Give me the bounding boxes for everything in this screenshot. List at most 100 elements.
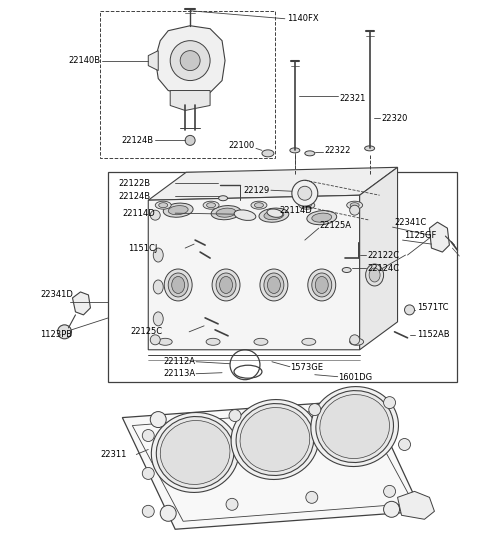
Ellipse shape <box>311 387 398 467</box>
Circle shape <box>142 505 154 517</box>
Ellipse shape <box>218 196 228 201</box>
Text: 22322: 22322 <box>325 146 351 155</box>
Ellipse shape <box>299 201 315 209</box>
Ellipse shape <box>251 201 267 209</box>
Ellipse shape <box>316 391 394 462</box>
Circle shape <box>384 502 399 517</box>
Text: 1151CJ: 1151CJ <box>128 244 158 252</box>
Text: 22341D: 22341D <box>41 290 73 299</box>
Ellipse shape <box>290 148 300 153</box>
Polygon shape <box>148 195 360 350</box>
Text: 22125A: 22125A <box>320 221 352 230</box>
Ellipse shape <box>206 338 220 345</box>
Polygon shape <box>155 26 225 96</box>
Circle shape <box>350 335 360 345</box>
Circle shape <box>150 210 160 220</box>
Ellipse shape <box>216 208 236 217</box>
Text: 22114D: 22114D <box>122 209 155 218</box>
Ellipse shape <box>158 338 172 345</box>
Ellipse shape <box>305 151 315 156</box>
Circle shape <box>160 505 176 521</box>
Text: 22129: 22129 <box>244 186 270 195</box>
Ellipse shape <box>159 203 168 208</box>
Polygon shape <box>170 90 210 110</box>
Circle shape <box>150 335 160 345</box>
Text: 22114D: 22114D <box>280 206 312 215</box>
Circle shape <box>150 412 166 428</box>
Ellipse shape <box>212 269 240 301</box>
Text: 22140B: 22140B <box>68 56 100 65</box>
Ellipse shape <box>302 338 316 345</box>
Ellipse shape <box>172 276 185 293</box>
Text: 22122B: 22122B <box>119 179 150 188</box>
Text: 1123PB: 1123PB <box>41 330 72 339</box>
Text: 1571TC: 1571TC <box>418 304 449 312</box>
Ellipse shape <box>302 203 312 208</box>
Circle shape <box>309 404 321 416</box>
Ellipse shape <box>254 203 264 208</box>
Ellipse shape <box>365 146 374 151</box>
Ellipse shape <box>307 211 336 225</box>
Circle shape <box>142 430 154 442</box>
Circle shape <box>170 41 210 81</box>
Polygon shape <box>148 168 397 200</box>
Text: 22311: 22311 <box>100 450 127 459</box>
Ellipse shape <box>156 417 234 489</box>
Ellipse shape <box>350 203 359 208</box>
Polygon shape <box>397 491 434 520</box>
Ellipse shape <box>342 268 351 273</box>
Ellipse shape <box>315 276 328 293</box>
Text: 22125C: 22125C <box>130 327 162 336</box>
Text: 22112A: 22112A <box>163 357 195 366</box>
Ellipse shape <box>236 404 314 475</box>
Text: 1140FX: 1140FX <box>287 14 319 23</box>
Ellipse shape <box>168 206 188 215</box>
Text: 22124B: 22124B <box>119 191 150 201</box>
Ellipse shape <box>312 273 332 297</box>
Text: 1573GE: 1573GE <box>290 363 323 372</box>
Circle shape <box>384 485 396 497</box>
Ellipse shape <box>264 211 284 220</box>
Ellipse shape <box>211 206 241 220</box>
Ellipse shape <box>260 269 288 301</box>
Ellipse shape <box>153 280 163 294</box>
Bar <box>100 11 275 158</box>
Ellipse shape <box>369 268 380 282</box>
Ellipse shape <box>308 269 336 301</box>
Ellipse shape <box>231 399 319 479</box>
Text: 22341C: 22341C <box>395 218 427 227</box>
Text: 1601DG: 1601DG <box>338 373 372 382</box>
Polygon shape <box>360 168 397 350</box>
Circle shape <box>292 180 318 206</box>
Circle shape <box>180 51 200 71</box>
Ellipse shape <box>164 269 192 301</box>
Polygon shape <box>122 400 421 529</box>
Text: 1152AB: 1152AB <box>418 330 450 339</box>
Ellipse shape <box>259 208 289 222</box>
Text: 22113A: 22113A <box>163 369 195 378</box>
Ellipse shape <box>267 276 280 293</box>
Ellipse shape <box>267 209 283 218</box>
Polygon shape <box>430 222 449 252</box>
Ellipse shape <box>219 276 232 293</box>
Circle shape <box>185 135 195 145</box>
Circle shape <box>142 467 154 479</box>
Ellipse shape <box>264 273 284 297</box>
Circle shape <box>350 205 360 215</box>
Ellipse shape <box>320 394 389 459</box>
Circle shape <box>384 397 396 409</box>
Text: 22124B: 22124B <box>121 136 153 145</box>
Ellipse shape <box>203 201 219 209</box>
Ellipse shape <box>350 338 364 345</box>
Text: 1125GF: 1125GF <box>405 231 437 239</box>
Ellipse shape <box>153 248 163 262</box>
Ellipse shape <box>312 213 332 222</box>
Ellipse shape <box>206 203 216 208</box>
Circle shape <box>229 410 241 422</box>
Circle shape <box>226 498 238 510</box>
Polygon shape <box>148 51 158 71</box>
Text: 22124C: 22124C <box>368 263 400 273</box>
Ellipse shape <box>151 412 239 492</box>
Ellipse shape <box>168 273 188 297</box>
Text: 22320: 22320 <box>382 114 408 123</box>
